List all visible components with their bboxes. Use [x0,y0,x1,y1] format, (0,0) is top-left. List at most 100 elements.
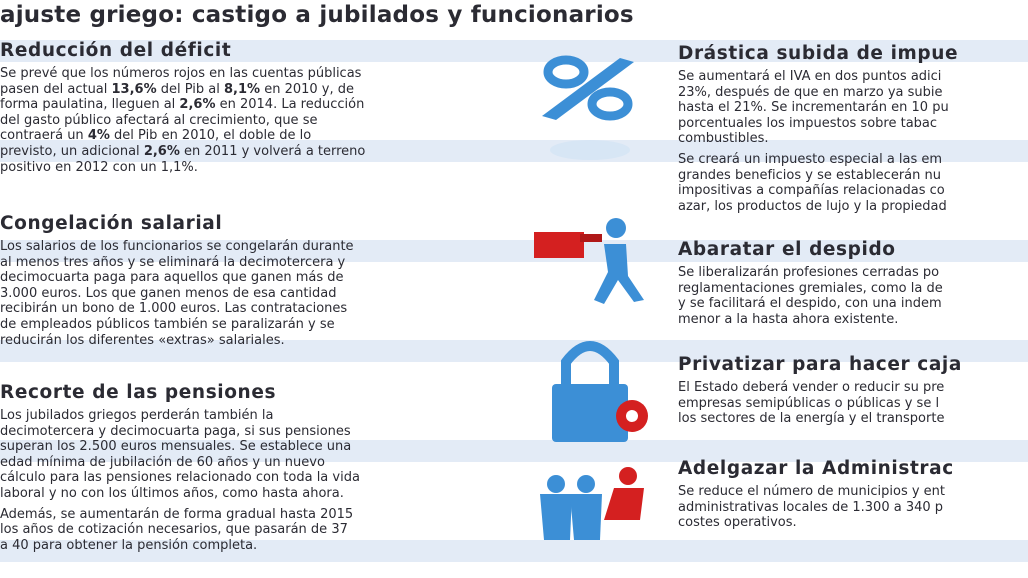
text-line: Los jubilados griegos perderán también l… [0,408,470,424]
text-run: edad mínima de jubilación de 60 años y u… [0,454,325,470]
text-run: positivo en 2012 con un 1,1%. [0,159,198,175]
text-line: reducirán los diferentes «extras» salari… [0,333,470,349]
text-line: porcentuales los impuestos sobre tabac [678,116,1028,132]
paragraph: Se reduce el número de municipios y ent a… [678,484,1028,531]
text-line: azar, los productos de lujo y la propied… [678,199,1028,215]
text-line: edad mínima de jubilación de 60 años y u… [0,455,470,471]
text-run: forma paulatina, lleguen al [0,97,180,113]
text-line: Se aumentará el IVA en dos puntos adici [678,69,1028,85]
text-line: del gasto público afectará al crecimient… [0,113,470,129]
text-run: 23%, después de que en marzo ya subie [678,84,943,100]
text-run: administrativas locales de 1.300 a 340 p [678,499,944,515]
text-line: empresas semipúblicas o públicas y se l [678,396,1028,412]
text-run: del Pib en 2010, el doble de lo [109,128,312,144]
paragraph: Los salarios de los funcionarios se cong… [0,239,470,348]
text-line: cálculo para las pensiones relacionado c… [0,470,470,486]
people-icon [540,467,644,540]
section-heading: Congelación salarial [0,213,223,234]
text-line: administrativas locales de 1.300 a 340 p [678,500,1028,516]
text-run: laboral y no con los últimos años, como … [0,485,344,501]
text-run: de empleados públicos también se paraliz… [0,316,335,332]
bold-figure: 2,6% [179,97,216,113]
text-run: El Estado deberá vender o reducir su pre [678,380,945,395]
text-run: Se prevé que los números rojos en las cu… [0,66,362,81]
text-line: los sectores de la energía y el transpor… [678,411,1028,427]
text-line: hasta el 21%. Se incrementarán en 10 pu [678,100,1028,116]
text-line: contraerá un 4% del Pib en 2010, el dobl… [0,128,470,144]
text-run: decimocuarta paga para aquellos que gane… [0,270,344,286]
paragraph: Se creará un impuesto especial a las em g… [678,152,1028,214]
text-line: reglamentaciones gremiales, como la de [678,281,1028,297]
text-line: grandes beneficios y se establecerán nu [678,168,1028,184]
text-run: recibirán un bono de 1.000 euros. Las co… [0,301,348,317]
text-run: azar, los productos de lujo y la propied… [678,198,947,214]
section: Abaratar el despido Se liberalizarán prof… [678,239,1028,332]
text-run: contraerá un [0,128,88,144]
text-run: reducirán los diferentes «extras» salari… [0,332,285,348]
section: Privatizar para hacer caja El Estado debe… [678,354,1028,432]
section: Congelación salarial Los salarios de los … [0,213,470,353]
text-line: positivo en 2012 con un 1,1%. [0,160,470,176]
text-line: pasen del actual 13,6% del Pib al 8,1% e… [0,82,470,98]
paragraph: El Estado deberá vender o reducir su pre… [678,380,1028,427]
text-run: del Pib al [156,81,225,97]
text-run: Los jubilados griegos perderán también l… [0,408,274,423]
text-line: combustibles. [678,131,1028,147]
bold-figure: 13,6% [111,81,157,97]
text-run: y se facilitará el despido, con una inde… [678,296,942,312]
paragraph: Además, se aumentarán de forma gradual h… [0,507,470,554]
bold-figure: 8,1% [224,81,261,97]
text-run: menor a la hasta ahora existente. [678,311,899,327]
text-run: Se creará un impuesto especial a las em [678,151,943,167]
bold-figure: 2,6% [143,143,180,159]
text-run: en 2011 y volverá a terreno [179,143,366,159]
text-run: decimotercera y decimocuarta paga, si su… [0,423,351,439]
text-line: impositivas a compañías relacionadas co [678,183,1028,199]
text-run: Se reduce el número de municipios y ent [678,484,946,499]
text-run: pasen del actual [0,81,112,97]
paragraph: Los jubilados griegos perderán también l… [0,408,470,502]
text-line: menor a la hasta ahora existente. [678,312,1028,328]
text-run: reglamentaciones gremiales, como la de [678,280,943,296]
text-line: Los salarios de los funcionarios se cong… [0,239,470,255]
section-heading: Drástica subida de impue [678,43,959,64]
text-run: en 2014. La reducción [215,97,365,113]
text-line: al menos tres años y se eliminará la dec… [0,255,470,271]
text-line: Además, se aumentarán de forma gradual h… [0,507,470,523]
section-heading: Reducción del déficit [0,40,232,61]
percent-icon [542,55,634,160]
text-run: Se liberalizarán profesiones cerradas po [678,265,940,280]
section-heading: Abaratar el despido [678,239,896,260]
section: Drástica subida de impue Se aumentará el … [678,43,1028,219]
text-run: Se aumentará el IVA en dos puntos adici [678,69,942,84]
text-line: superan los 2.500 euros mensuales. Se es… [0,439,470,455]
text-line: Se prevé que los números rojos en las cu… [0,66,470,82]
section: Adelgazar la Administrac Se reduce el núm… [678,458,1028,536]
text-line: a 40 para obtener la pensión completa. [0,538,470,554]
section-heading: Recorte de las pensiones [0,382,277,403]
walking-person-icon [534,218,644,304]
text-run: superan los 2.500 euros mensuales. Se es… [0,439,352,455]
text-run: Los salarios de los funcionarios se cong… [0,239,354,254]
section: Reducción del déficit Se prevé que los nú… [0,40,470,180]
text-line: previsto, un adicional 2,6% en 2011 y vo… [0,144,470,160]
text-line: forma paulatina, lleguen al 2,6% en 2014… [0,97,470,113]
text-line: 3.000 euros. Los que ganen menos de esa … [0,286,470,302]
padlock-icon [552,341,648,442]
text-run: los sectores de la energía y el transpor… [678,411,945,427]
text-run: Además, se aumentarán de forma gradual h… [0,506,354,522]
text-run: los años de cotización necesarios, que p… [0,522,348,538]
text-line: los años de cotización necesarios, que p… [0,522,470,538]
text-run: al menos tres años y se eliminará la dec… [0,254,346,270]
text-run: hasta el 21%. Se incrementarán en 10 pu [678,100,949,116]
bold-figure: 4% [87,128,110,144]
text-run: combustibles. [678,131,769,147]
paragraph: Se prevé que los números rojos en las cu… [0,66,470,175]
text-line: recibirán un bono de 1.000 euros. Las co… [0,301,470,317]
text-line: y se facilitará el despido, con una inde… [678,296,1028,312]
title: ajuste griego: castigo a jubilados y fun… [0,2,634,28]
text-run: del gasto público afectará al crecimient… [0,112,318,128]
